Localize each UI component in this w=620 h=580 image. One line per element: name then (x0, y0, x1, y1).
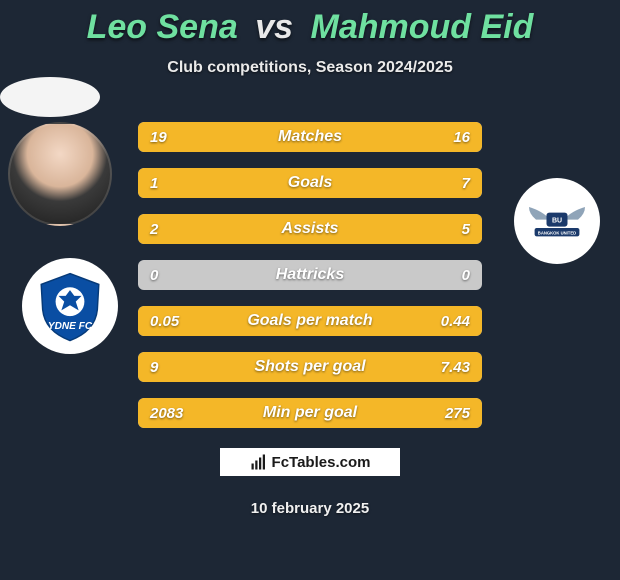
title-vs: vs (255, 8, 293, 46)
wings-icon: BU BANGKOK UNITED (522, 186, 592, 256)
shield-icon: YDNE FC (34, 270, 106, 342)
stat-label: Assists (138, 220, 482, 238)
footer-date: 10 february 2025 (0, 500, 620, 517)
page-background: Leo Sena vs Mahmoud Eid Club competition… (0, 0, 620, 580)
svg-text:BU: BU (552, 217, 562, 224)
club2-label: BANGKOK UNITED (538, 230, 576, 235)
footer-site: FcTables.com (272, 454, 371, 471)
stat-label: Shots per goal (138, 358, 482, 376)
stats-bars: 1916Matches 17Goals 25Assists 00Hattricks 0.… (138, 122, 482, 444)
club2-badge: BU BANGKOK UNITED (514, 178, 600, 264)
chart-icon (250, 453, 268, 471)
stat-label: Min per goal (138, 404, 482, 422)
player1-avatar (8, 122, 112, 226)
stat-row: 25Assists (138, 214, 482, 244)
footer-logo: FcTables.com (220, 448, 400, 476)
stat-label: Matches (138, 128, 482, 146)
title-player1: Leo Sena (87, 8, 238, 46)
player2-avatar (0, 77, 100, 117)
stat-label: Goals per match (138, 312, 482, 330)
subtitle: Club competitions, Season 2024/2025 (0, 59, 620, 77)
club1-badge: YDNE FC (22, 258, 118, 354)
stat-label: Hattricks (138, 266, 482, 284)
stat-row: 0.050.44Goals per match (138, 306, 482, 336)
stat-label: Goals (138, 174, 482, 192)
stat-row: 97.43Shots per goal (138, 352, 482, 382)
club1-label: YDNE FC (48, 321, 93, 332)
stat-row: 2083275Min per goal (138, 398, 482, 428)
title-player2: Mahmoud Eid (311, 8, 534, 46)
page-title: Leo Sena vs Mahmoud Eid (0, 0, 620, 47)
stat-row: 17Goals (138, 168, 482, 198)
stat-row: 00Hattricks (138, 260, 482, 290)
stat-row: 1916Matches (138, 122, 482, 152)
